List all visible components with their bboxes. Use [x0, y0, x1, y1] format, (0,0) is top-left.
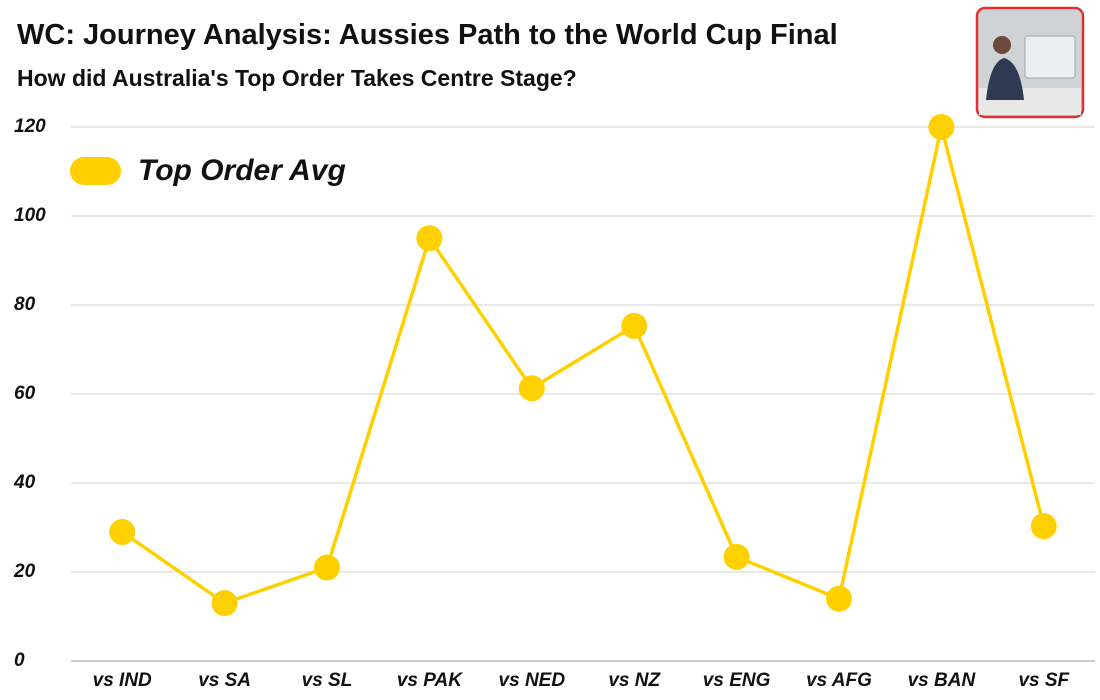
point — [723, 543, 750, 570]
avatar — [975, 6, 1085, 119]
point — [1030, 513, 1057, 540]
y-tick-label: 0 — [14, 650, 25, 671]
point — [211, 590, 238, 617]
point — [416, 225, 443, 252]
point — [928, 114, 955, 140]
y-tick-label: 20 — [13, 561, 36, 582]
x-tick-label: vs NED — [499, 670, 566, 691]
y-tick-label: 60 — [14, 383, 36, 404]
x-tick-label: vs IND — [93, 670, 152, 691]
legend-swatch — [70, 157, 121, 185]
x-tick-label: vs BAN — [908, 670, 977, 691]
point — [518, 375, 545, 402]
legend-label: Top Order Avg — [138, 154, 346, 187]
x-tick-label: vs SL — [302, 670, 353, 691]
chart-title: WC: Journey Analysis: Aussies Path to th… — [17, 19, 838, 51]
y-tick-label: 80 — [14, 294, 36, 315]
chart-subtitle: How did Australia's Top Order Takes Cent… — [17, 65, 577, 91]
point — [826, 585, 852, 612]
x-tick-label: vs PAK — [397, 670, 463, 691]
x-tick-label: vs ENG — [703, 670, 771, 691]
y-tick-label: 120 — [14, 116, 46, 137]
x-tick-label: vs SA — [198, 670, 251, 691]
x-tick-label: vs NZ — [608, 670, 661, 691]
y-tick-label: 40 — [13, 472, 36, 493]
y-tick-label: 100 — [14, 205, 46, 226]
x-tick-label: vs AFG — [806, 670, 872, 691]
line — [121, 125, 1046, 605]
x-tick-label: vs SF — [1018, 670, 1070, 691]
point — [314, 554, 340, 581]
point — [621, 312, 648, 339]
point — [109, 518, 136, 545]
